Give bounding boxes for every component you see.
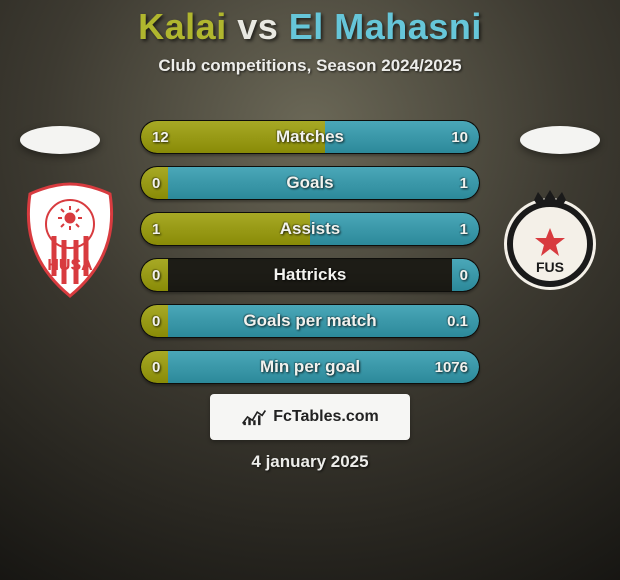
stat-row-assists: Assists1 1 [140,212,480,246]
stat-row-goals: Goals0 1 [140,166,480,200]
subtitle: Club competitions, Season 2024/2025 [0,56,620,76]
stat-label: Goals [140,166,480,200]
date: 4 january 2025 [0,452,620,472]
stat-row-matches: Matches12 10 [140,120,480,154]
branding-badge: FcTables.com [210,394,410,440]
stat-label: Goals per match [140,304,480,338]
comparison-title: Kalai vs El Mahasni [0,0,620,48]
stat-value-right: 1 [460,212,468,246]
stat-value-right: 0.1 [447,304,468,338]
title-player-right: El Mahasni [289,6,482,47]
team-logo-left: HUSA [18,178,122,302]
stat-label: Matches [140,120,480,154]
stat-row-goals-per-match: Goals per match0 0.1 [140,304,480,338]
stat-value-left: 12 [152,120,169,154]
fus-logo-icon: FUS [498,188,602,292]
stat-label: Hattricks [140,258,480,292]
fctables-logo-icon [241,407,267,427]
stat-value-right: 0 [460,258,468,292]
husa-logo-icon: HUSA [20,180,120,300]
branding-text: FcTables.com [273,408,379,426]
stat-value-right: 10 [451,120,468,154]
team-logo-right: FUS [498,178,602,302]
stat-value-left: 0 [152,258,160,292]
stat-row-hattricks: Hattricks0 0 [140,258,480,292]
stat-value-left: 0 [152,304,160,338]
svg-text:FUS: FUS [536,259,564,275]
stat-value-left: 1 [152,212,160,246]
card-ellipse-right [520,126,600,154]
title-vs: vs [237,6,278,47]
title-player-left: Kalai [138,6,227,47]
stat-value-left: 0 [152,166,160,200]
stat-row-min-per-goal: Min per goal0 1076 [140,350,480,384]
stat-label: Assists [140,212,480,246]
stat-value-left: 0 [152,350,160,384]
card-ellipse-left [20,126,100,154]
stat-value-right: 1076 [435,350,468,384]
stat-value-right: 1 [460,166,468,200]
stat-label: Min per goal [140,350,480,384]
svg-text:HUSA: HUSA [47,257,93,274]
stat-bars: Matches1210Goals01Assists11Hattricks00Go… [140,120,480,396]
